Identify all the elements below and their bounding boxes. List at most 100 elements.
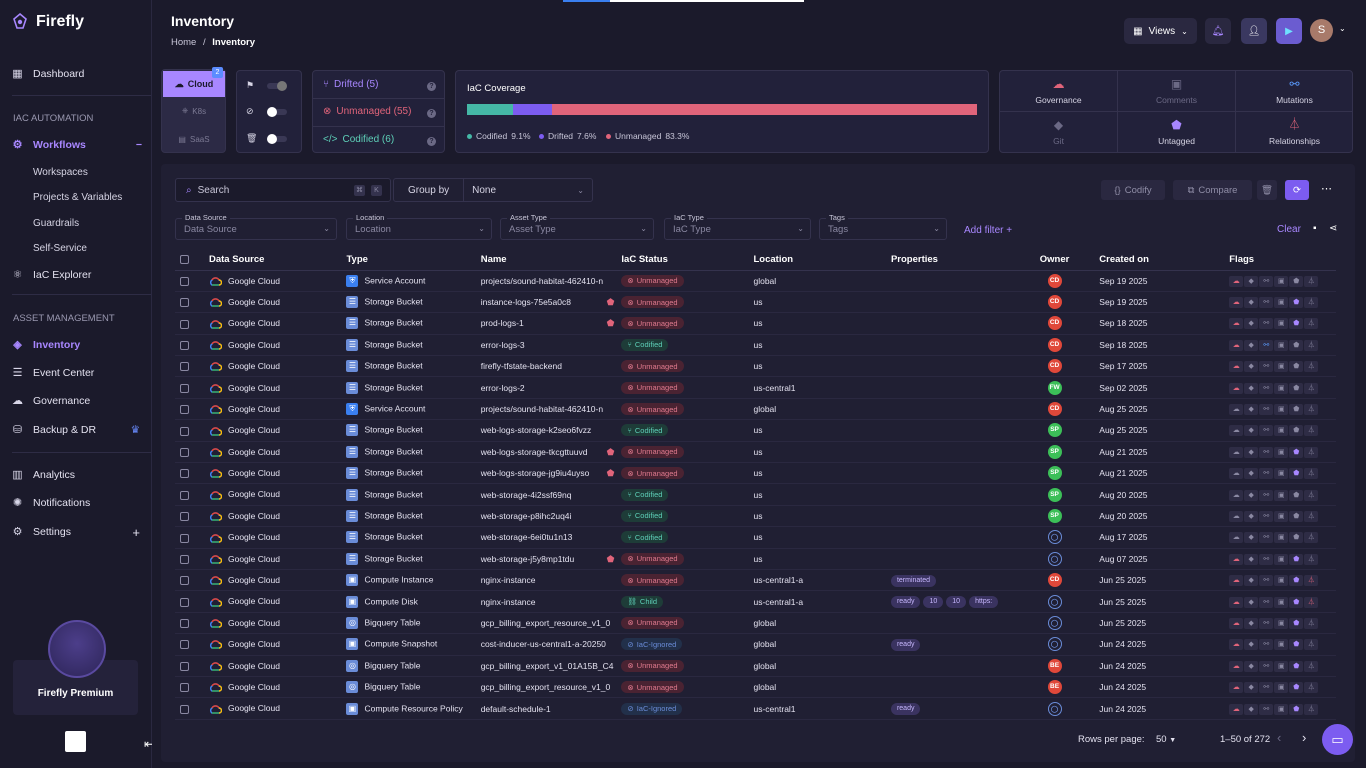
comments-flag-icon[interactable]: ▣ [1274, 532, 1289, 544]
tag-flag-icon[interactable]: ⬟ [1289, 404, 1304, 416]
row-checkbox[interactable] [180, 469, 189, 479]
row-checkbox[interactable] [180, 447, 189, 457]
row-select-cell[interactable] [175, 398, 204, 421]
git-flag-icon[interactable]: ◆ [1244, 489, 1259, 501]
name-cell[interactable]: web-logs-storage-jg9iu4uyso ⬟ [475, 462, 617, 485]
header-properties[interactable]: Properties [885, 250, 1015, 271]
governance-flag-icon[interactable]: ☁ [1229, 703, 1244, 715]
row-select-cell[interactable] [175, 697, 204, 720]
tag-flag-icon[interactable]: ⬟ [1289, 682, 1304, 694]
relationships-flag-icon[interactable]: ⏃ [1304, 382, 1319, 394]
owner-avatar[interactable]: SP [1047, 466, 1062, 481]
governance-flag-icon[interactable]: ☁ [1229, 660, 1244, 672]
chevron-down-icon[interactable]: ⌄ [1339, 24, 1346, 33]
feature-governance[interactable]: ☁ Governance [1000, 71, 1117, 112]
deleted-toggle[interactable] [267, 134, 287, 144]
filter-location[interactable]: Location Location ⌄ [346, 213, 492, 240]
comments-flag-icon[interactable]: ▣ [1274, 275, 1289, 287]
relationships-flag-icon[interactable]: ⏃ [1304, 361, 1319, 373]
relationships-flag-icon[interactable]: ⏃ [1304, 468, 1319, 480]
nav-backup-dr[interactable]: ⛁ Backup & DR ♛ [12, 424, 140, 436]
mutations-flag-icon[interactable]: ⚯ [1259, 425, 1274, 437]
git-flag-icon[interactable]: ◆ [1244, 596, 1259, 608]
nav-iac-explorer[interactable]: ⚛ IaC Explorer [12, 269, 140, 281]
governance-flag-icon[interactable]: ☁ [1229, 532, 1244, 544]
git-flag-icon[interactable]: ◆ [1244, 425, 1259, 437]
next-page-icon[interactable]: › [1302, 730, 1307, 745]
relationships-flag-icon[interactable]: ⏃ [1304, 596, 1319, 608]
row-checkbox[interactable] [180, 426, 189, 436]
mutations-flag-icon[interactable]: ⚯ [1259, 361, 1274, 373]
nav-self-service[interactable]: Self-Service [33, 243, 87, 254]
unmanaged-filter[interactable]: ⊗ Unmanaged (55) [323, 106, 435, 117]
tag-flag-icon[interactable]: ⬟ [1289, 596, 1304, 608]
nav-notifications[interactable]: ✺ Notifications [12, 497, 140, 509]
row-select-cell[interactable] [175, 483, 204, 506]
mutations-flag-icon[interactable]: ⚯ [1259, 575, 1274, 587]
row-select-cell[interactable] [175, 676, 204, 699]
feature-git[interactable]: ◆ Git [1000, 112, 1117, 153]
relationships-flag-icon[interactable]: ⏃ [1304, 275, 1319, 287]
tag-flag-icon[interactable]: ⬟ [1289, 339, 1304, 351]
governance-flag-icon[interactable]: ☁ [1229, 425, 1244, 437]
relationships-flag-icon[interactable]: ⏃ [1304, 510, 1319, 522]
mutations-flag-icon[interactable]: ⚯ [1259, 510, 1274, 522]
asset-name[interactable]: web-storage-j5y8mp1tdu [480, 553, 575, 564]
row-select-cell[interactable] [175, 462, 204, 485]
prev-page-icon[interactable]: ‹ [1277, 730, 1282, 745]
more-options-icon[interactable]: ⋯ [1321, 183, 1332, 195]
tag-flag-icon[interactable]: ⬟ [1289, 532, 1304, 544]
owner-avatar[interactable]: SP [1047, 423, 1062, 438]
feature-comments[interactable]: ▣ Comments [1118, 71, 1235, 112]
governance-flag-icon[interactable]: ☁ [1229, 596, 1244, 608]
asset-name[interactable]: cost-inducer-us-central1-a-20250 [480, 639, 606, 650]
invite-user-button[interactable]: 👤︎ [1241, 18, 1267, 44]
owner-avatar[interactable]: CD [1047, 316, 1062, 331]
row-select-cell[interactable] [175, 334, 204, 357]
governance-flag-icon[interactable]: ☁ [1229, 575, 1244, 587]
name-cell[interactable]: web-logs-storage-k2seo6fvzz [475, 419, 617, 442]
header-location[interactable]: Location [748, 250, 886, 271]
comments-flag-icon[interactable]: ▣ [1274, 361, 1289, 373]
asset-name[interactable]: gcp_billing_export_v1_01A15B_C4 [480, 660, 614, 671]
asset-name[interactable]: error-logs-2 [480, 382, 525, 393]
owner-avatar[interactable]: SP [1047, 487, 1062, 502]
play-button[interactable]: ▶ [1276, 18, 1302, 44]
governance-flag-icon[interactable]: ☁ [1229, 404, 1244, 416]
governance-flag-icon[interactable]: ☁ [1229, 446, 1244, 458]
asset-name[interactable]: web-storage-p8ihc2uq4i [480, 510, 572, 521]
nav-workspaces[interactable]: Workspaces [33, 167, 88, 178]
git-flag-icon[interactable]: ◆ [1244, 318, 1259, 330]
name-cell[interactable]: projects/sound-habitat-462410-n [475, 270, 617, 292]
governance-flag-icon[interactable]: ☁ [1229, 510, 1244, 522]
relationships-flag-icon[interactable]: ⏃ [1304, 660, 1319, 672]
name-cell[interactable]: web-storage-j5y8mp1tdu ⬟ [475, 548, 617, 570]
name-cell[interactable]: default-schedule-1 [475, 697, 617, 720]
row-checkbox[interactable] [180, 340, 189, 350]
table-row[interactable]: Google Cloud ◎ Bigquery Table gcp_billing… [175, 655, 1336, 677]
row-select-cell[interactable] [175, 612, 204, 635]
nav-settings[interactable]: ⚙ Settings + [12, 525, 140, 540]
row-checkbox[interactable] [180, 405, 189, 415]
unassigned-owner-icon[interactable]: ◯ [1047, 594, 1062, 609]
comments-flag-icon[interactable]: ▣ [1274, 682, 1289, 694]
row-checkbox[interactable] [180, 640, 189, 650]
row-checkbox[interactable] [180, 619, 189, 629]
row-select-cell[interactable] [175, 569, 204, 592]
table-row[interactable]: Google Cloud ☰ Storage Bucket firefly-tfs… [175, 355, 1336, 378]
comments-flag-icon[interactable]: ▣ [1274, 596, 1289, 608]
git-flag-icon[interactable]: ◆ [1244, 703, 1259, 715]
relationships-flag-icon[interactable]: ⏃ [1304, 639, 1319, 651]
tag-flag-icon[interactable]: ⬟ [1289, 361, 1304, 373]
tag-flag-icon[interactable]: ⬟ [1289, 575, 1304, 587]
unassigned-owner-icon[interactable]: ◯ [1047, 637, 1062, 652]
governance-flag-icon[interactable]: ☁ [1229, 361, 1244, 373]
mutations-flag-icon[interactable]: ⚯ [1259, 553, 1274, 565]
name-cell[interactable]: web-storage-4i2ssf69nq [475, 483, 617, 506]
git-flag-icon[interactable]: ◆ [1244, 639, 1259, 651]
table-row[interactable]: Google Cloud ☰ Storage Bucket prod-logs-1… [175, 312, 1336, 335]
governance-flag-icon[interactable]: ☁ [1229, 468, 1244, 480]
git-flag-icon[interactable]: ◆ [1244, 275, 1259, 287]
table-row[interactable]: Google Cloud ⛨ Service Account projects/s… [175, 398, 1336, 421]
git-flag-icon[interactable]: ◆ [1244, 617, 1259, 629]
